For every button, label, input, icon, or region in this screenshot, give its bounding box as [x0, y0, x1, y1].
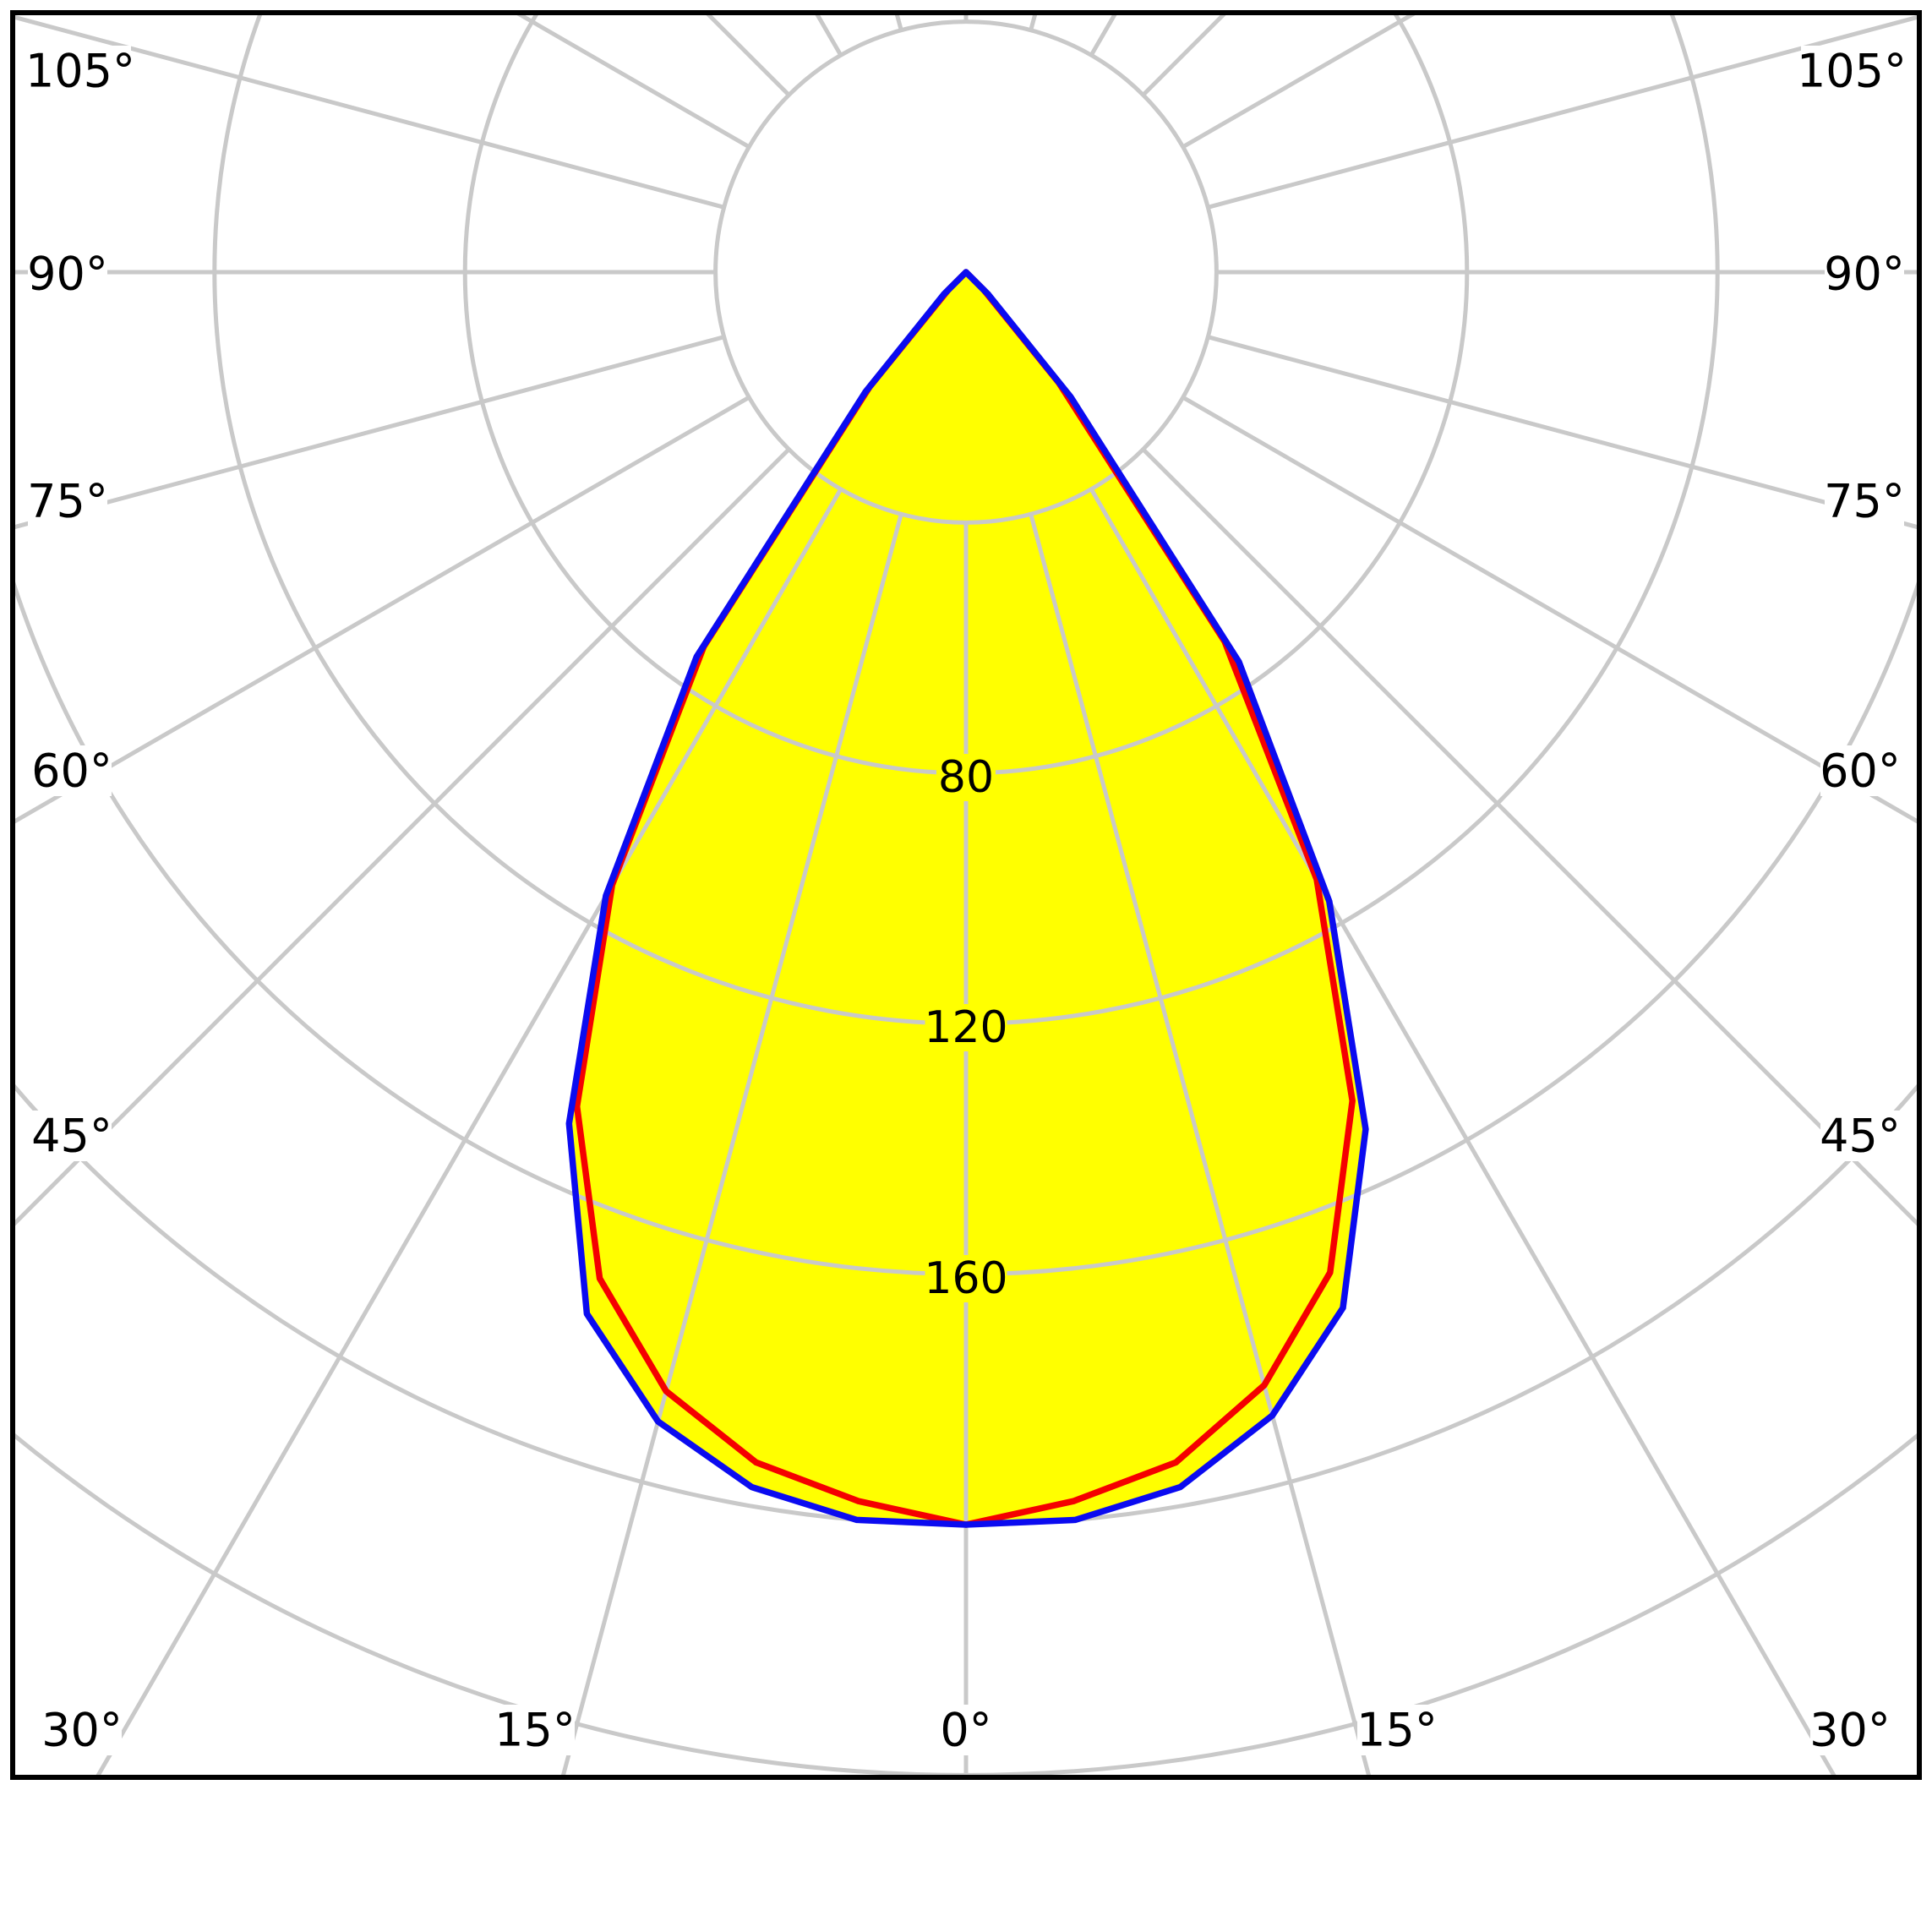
- angle-label-knockout: [28, 248, 107, 299]
- angle-label-knockout: [495, 1705, 575, 1755]
- plot-border: [10, 10, 1922, 1780]
- grid-ray-285: [13, 335, 725, 530]
- angle-label: 75°: [1824, 475, 1905, 528]
- angle-label: 105°: [1797, 45, 1907, 98]
- angle-label-knockout: [30, 46, 131, 96]
- grid-ray-45: [1141, 447, 1919, 1229]
- angle-label-knockout: [1820, 745, 1900, 796]
- angle-label-knockout: [28, 476, 107, 527]
- grid-ray-60: [1182, 396, 1919, 826]
- angle-label: 15°: [1356, 1704, 1438, 1757]
- angle-label: 45°: [31, 1110, 112, 1163]
- angle-label-knockout: [32, 745, 112, 796]
- curve-blue: [565, 269, 1369, 1528]
- radial-label-knockout: [925, 1255, 1007, 1302]
- angle-label: 0°: [940, 1704, 991, 1757]
- radial-label: 160: [924, 1253, 1007, 1304]
- angle-label: 15°: [494, 1704, 576, 1757]
- radial-label-knockout: [936, 754, 996, 801]
- grid-ray-15: [1029, 513, 1372, 1777]
- angle-label: 60°: [31, 745, 112, 798]
- angle-label: 105°: [25, 45, 135, 98]
- angle-label-knockout: [1825, 476, 1904, 527]
- angle-label-knockout: [1820, 1111, 1900, 1161]
- angle-label: 75°: [27, 475, 108, 528]
- angle-label-knockout: [32, 1111, 112, 1161]
- angle-label: 30°: [41, 1704, 123, 1757]
- angle-label-knockout: [1825, 248, 1904, 299]
- grid-ray-345: [560, 513, 903, 1777]
- grid-ray-315: [13, 447, 791, 1229]
- angle-label: 45°: [1820, 1110, 1901, 1163]
- angle-label: 30°: [1809, 1704, 1891, 1757]
- grid-ray-105: [1207, 14, 1919, 210]
- angle-label-knockout: [1801, 46, 1902, 96]
- grid-ray-75: [1207, 335, 1919, 530]
- angle-label-knockout: [42, 1705, 122, 1755]
- angle-label-knockout: [1357, 1705, 1437, 1755]
- grid-ray-300: [13, 396, 750, 826]
- grid-ray-330: [94, 488, 843, 1777]
- angle-label: 90°: [1824, 248, 1905, 301]
- angle-label: 60°: [1820, 745, 1901, 798]
- grid-ray-255: [13, 14, 725, 210]
- radial-label-knockout: [925, 1004, 1007, 1051]
- angle-label-knockout: [937, 1705, 995, 1755]
- angle-label: 90°: [27, 248, 108, 301]
- grid-ray-30: [1089, 488, 1838, 1777]
- radial-label: 120: [924, 1002, 1007, 1053]
- angle-label-knockout: [1810, 1705, 1890, 1755]
- radial-label: 80: [938, 752, 994, 803]
